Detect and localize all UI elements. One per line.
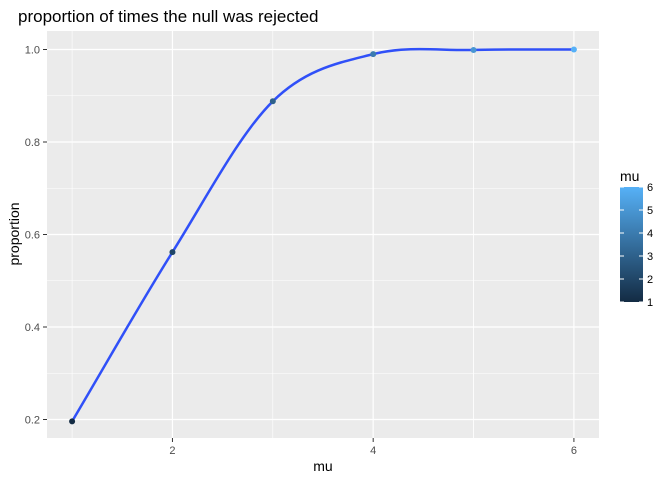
data-point bbox=[570, 46, 577, 53]
data-point bbox=[69, 418, 76, 425]
data-points bbox=[69, 46, 577, 425]
y-axis-ticks: 0.2 0.4 0.6 0.8 1.0 bbox=[25, 45, 47, 427]
legend-tick-label: 6 bbox=[647, 182, 653, 194]
legend-ticks: 1 2 3 4 5 6 bbox=[620, 182, 653, 309]
color-legend: mu 1 2 3 4 5 6 bbox=[620, 168, 653, 309]
x-tick-label: 4 bbox=[370, 445, 376, 457]
x-tick-label: 2 bbox=[169, 445, 175, 457]
y-tick-label: 0.2 bbox=[25, 415, 40, 427]
x-tick-label: 6 bbox=[571, 445, 577, 457]
major-gridlines bbox=[47, 31, 599, 438]
x-axis-ticks: 2 4 6 bbox=[169, 438, 577, 457]
legend-tick-label: 4 bbox=[647, 228, 653, 240]
legend-tick-label: 3 bbox=[647, 251, 653, 263]
data-point bbox=[269, 98, 276, 105]
legend-colorbar bbox=[620, 187, 643, 302]
y-tick-label: 0.8 bbox=[25, 137, 40, 149]
y-tick-label: 1.0 bbox=[25, 45, 40, 57]
x-axis-title: mu bbox=[313, 458, 332, 474]
data-point bbox=[370, 51, 377, 58]
y-tick-label: 0.4 bbox=[25, 322, 40, 334]
y-tick-label: 0.6 bbox=[25, 230, 40, 242]
data-point bbox=[470, 46, 477, 53]
data-point bbox=[169, 249, 176, 256]
legend-tick-label: 1 bbox=[647, 297, 653, 309]
legend-title: mu bbox=[620, 168, 639, 184]
y-axis-title: proportion bbox=[6, 202, 22, 265]
chart-title: proportion of times the null was rejecte… bbox=[18, 7, 319, 26]
legend-tick-label: 5 bbox=[647, 205, 653, 217]
legend-tick-label: 2 bbox=[647, 274, 653, 286]
